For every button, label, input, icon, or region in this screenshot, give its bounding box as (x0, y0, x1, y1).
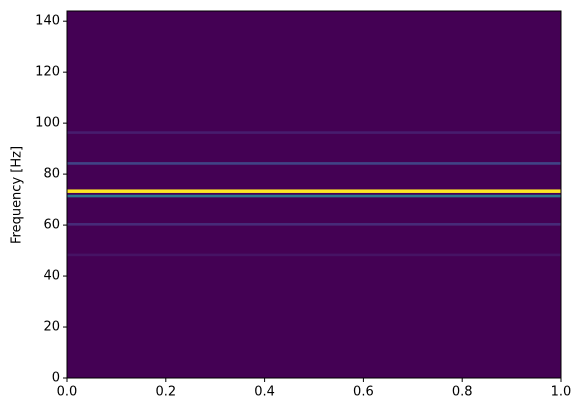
y-tick-label: 140 (35, 14, 60, 29)
x-tick-label: 0.4 (254, 385, 275, 400)
background (67, 11, 561, 378)
y-tick-label: 0 (52, 371, 60, 386)
frequency-band (67, 223, 561, 226)
y-tick-label: 80 (43, 167, 60, 182)
frequency-band (67, 189, 561, 193)
y-tick-label: 20 (43, 320, 60, 335)
y-tick-label: 40 (43, 269, 60, 284)
y-tick-label: 100 (35, 116, 60, 131)
x-tick-label: 1.0 (551, 385, 572, 400)
y-tick-label: 60 (43, 218, 60, 233)
y-axis-label: Frequency [Hz] (10, 146, 25, 244)
frequency-band (67, 162, 561, 165)
x-tick-label: 0.2 (155, 385, 176, 400)
frequency-band (67, 131, 561, 134)
frequency-band (67, 253, 561, 257)
y-tick-label: 120 (35, 65, 60, 80)
x-tick-label: 0.8 (452, 385, 473, 400)
x-tick-label: 0.0 (57, 385, 78, 400)
x-tick-label: 0.6 (353, 385, 374, 400)
plot-frame (66, 10, 562, 379)
frequency-band (67, 194, 561, 198)
